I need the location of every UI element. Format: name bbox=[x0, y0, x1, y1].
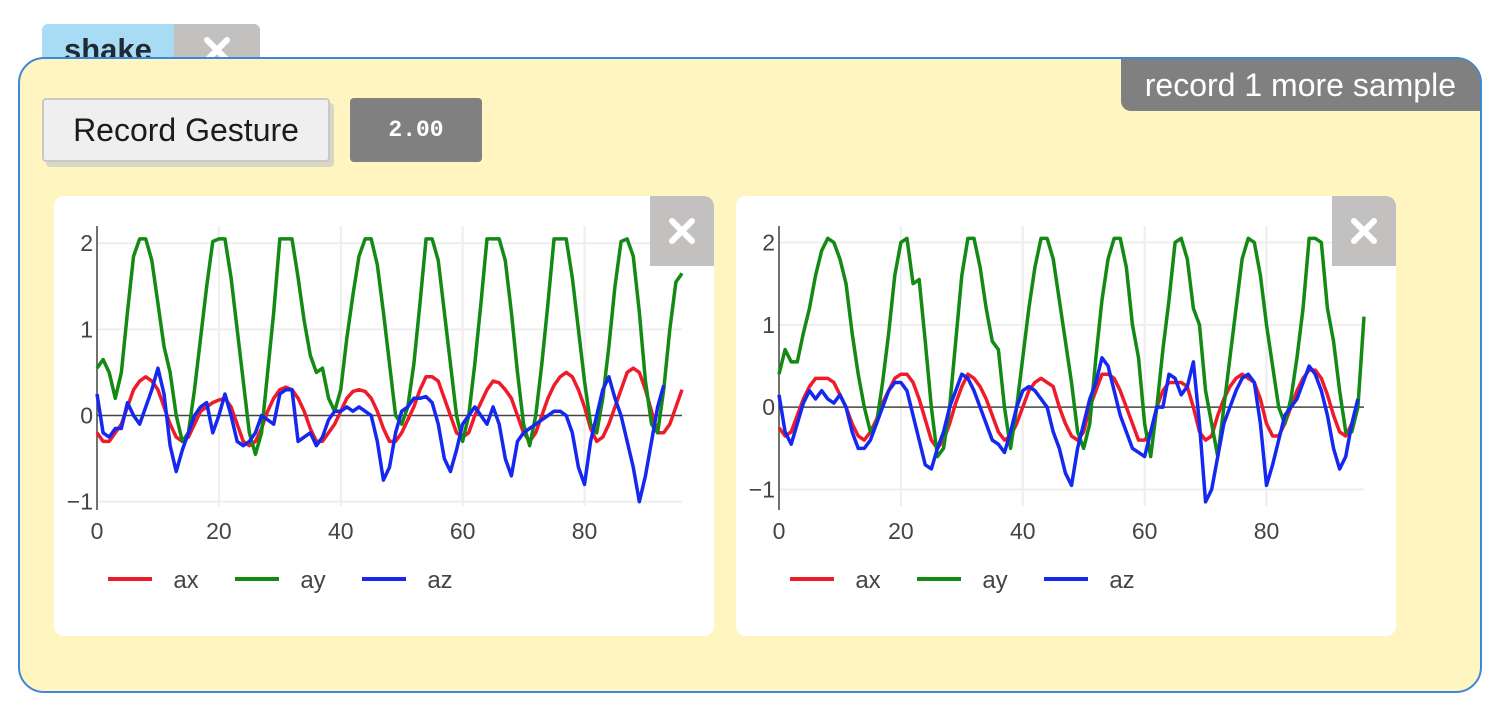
legend-label-ay: ay bbox=[982, 567, 1007, 594]
x-tick-label: 0 bbox=[773, 518, 786, 544]
y-tick-label: 2 bbox=[762, 229, 775, 255]
series-line-az bbox=[95, 366, 666, 504]
sample-card-1: 0 20 40 60 80 −1 0 1 2 ax ay az bbox=[54, 196, 714, 636]
close-icon bbox=[203, 37, 230, 63]
y-tick-label: 0 bbox=[762, 394, 775, 420]
y-tick-label: 2 bbox=[80, 230, 93, 256]
legend-label-ax: ax bbox=[173, 567, 198, 594]
sample-chart-1: 0 20 40 60 80 −1 0 1 2 ax ay az bbox=[67, 226, 684, 594]
series-line-ay bbox=[777, 236, 1366, 459]
record-gesture-button[interactable]: Record Gesture bbox=[42, 98, 330, 162]
x-tick-label: 20 bbox=[888, 518, 914, 544]
close-icon bbox=[669, 218, 695, 244]
x-tick-label: 40 bbox=[328, 518, 354, 544]
delete-sample-1-button[interactable] bbox=[650, 196, 714, 266]
legend-label-ay: ay bbox=[300, 567, 325, 594]
x-tick-label: 80 bbox=[1254, 518, 1280, 544]
threshold-value: 2.00 bbox=[350, 98, 482, 162]
x-tick-label: 0 bbox=[91, 518, 104, 544]
legend-label-az: az bbox=[427, 567, 452, 594]
sample-card-2: 0 20 40 60 80 −1 0 1 2 ax ay az bbox=[736, 196, 1396, 636]
series-line-ax bbox=[95, 366, 684, 448]
series-line-ay bbox=[95, 237, 684, 457]
x-tick-label: 20 bbox=[206, 518, 232, 544]
y-tick-label: −1 bbox=[67, 489, 93, 515]
y-tick-label: 0 bbox=[80, 403, 93, 429]
x-tick-label: 80 bbox=[572, 518, 598, 544]
sample-chart-2: 0 20 40 60 80 −1 0 1 2 ax ay az bbox=[749, 226, 1366, 594]
legend-label-ax: ax bbox=[855, 567, 880, 594]
status-badge: record 1 more sample bbox=[1120, 59, 1480, 111]
x-tick-label: 60 bbox=[1132, 518, 1158, 544]
y-tick-label: −1 bbox=[749, 477, 775, 503]
x-tick-label: 60 bbox=[450, 518, 476, 544]
series-line-az bbox=[777, 356, 1360, 504]
y-tick-label: 1 bbox=[762, 312, 775, 338]
legend-label-az: az bbox=[1109, 567, 1134, 594]
gesture-panel: record 1 more sample Record Gesture 2.00… bbox=[18, 57, 1482, 693]
y-tick-label: 1 bbox=[80, 316, 93, 342]
close-icon bbox=[1351, 218, 1377, 244]
delete-sample-2-button[interactable] bbox=[1332, 196, 1396, 266]
x-tick-label: 40 bbox=[1010, 518, 1036, 544]
